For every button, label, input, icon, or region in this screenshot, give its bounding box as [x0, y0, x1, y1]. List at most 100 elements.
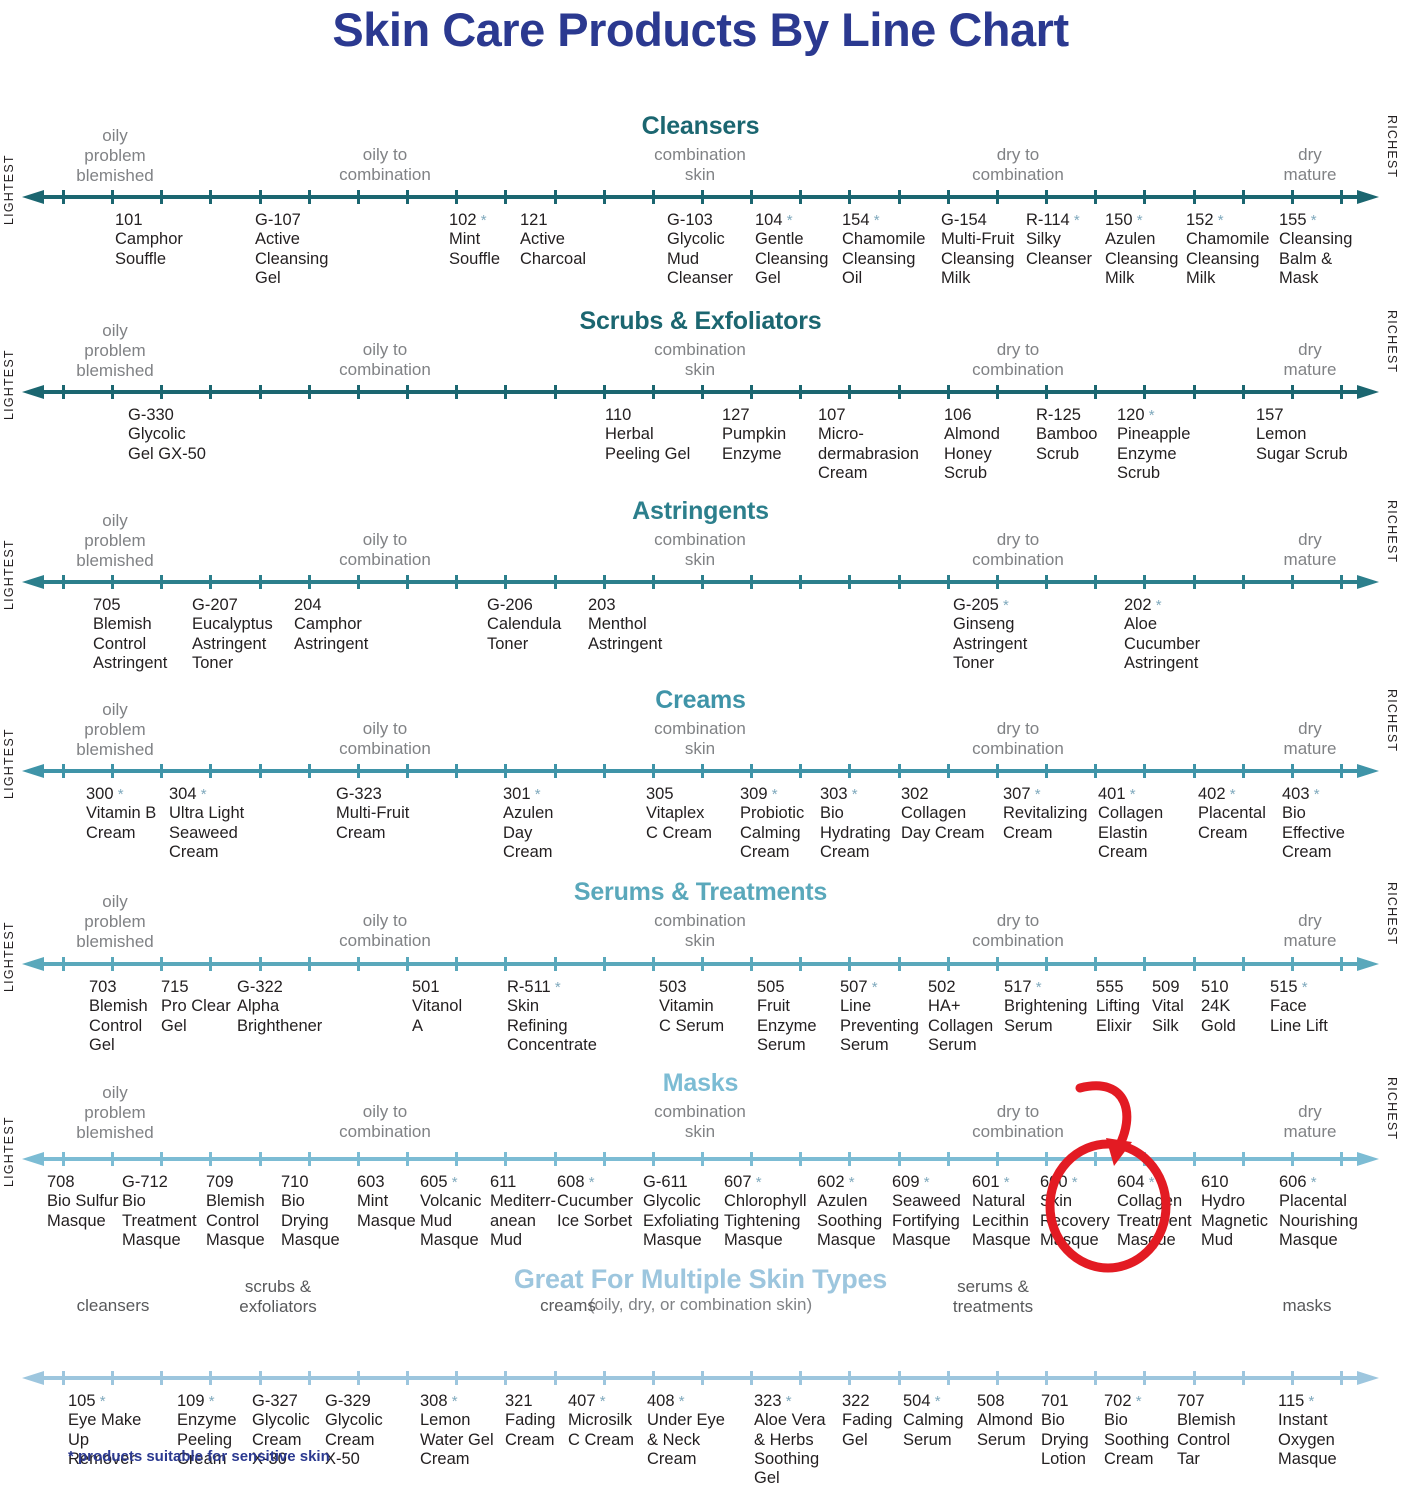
product-entry[interactable]: 106 Almond Honey Scrub: [944, 406, 1000, 483]
product-entry[interactable]: 204 Camphor Astringent: [294, 596, 368, 654]
product-entry[interactable]: 708 Bio Sulfur Masque: [47, 1173, 119, 1231]
axis-arrow-left: [22, 385, 44, 399]
product-entry[interactable]: 701 Bio Drying Lotion: [1041, 1392, 1089, 1469]
product-entry[interactable]: 555 Lifting Elixir: [1096, 978, 1140, 1036]
product-entry[interactable]: G-330 Glycolic Gel GX-50: [128, 406, 206, 464]
product-entry[interactable]: 104 * Gentle Cleansing Gel: [755, 211, 828, 288]
product-entry[interactable]: 157 Lemon Sugar Scrub: [1256, 406, 1348, 464]
product-entry[interactable]: 303 * Bio Hydrating Cream: [820, 785, 891, 862]
product-entry[interactable]: 304 * Ultra Light Seaweed Cream: [169, 785, 244, 862]
product-entry[interactable]: 322 Fading Gel: [842, 1392, 892, 1450]
product-entry[interactable]: 321 Fading Cream: [505, 1392, 555, 1450]
product-entry[interactable]: 607 * Chlorophyll Tightening Masque: [724, 1173, 807, 1250]
product-entry[interactable]: 155 * Cleansing Balm & Mask: [1279, 211, 1352, 288]
product-entry[interactable]: 705 Blemish Control Astringent: [93, 596, 167, 673]
product-entry[interactable]: 508 Almond Serum: [977, 1392, 1033, 1450]
product-entry[interactable]: R-511 * Skin Refining Concentrate: [507, 978, 597, 1055]
product-entry[interactable]: 401 * Collagen Elastin Cream: [1098, 785, 1163, 862]
product-entry[interactable]: 710 Bio Drying Masque: [281, 1173, 340, 1250]
product-code: 710: [281, 1173, 309, 1191]
product-entry[interactable]: 203 Menthol Astringent: [588, 596, 662, 654]
product-entry[interactable]: 150 * Azulen Cleansing Milk: [1105, 211, 1178, 288]
product-name-line: Vitamin: [659, 997, 714, 1016]
product-entry[interactable]: 323 * Aloe Vera & Herbs Soothing Gel: [754, 1392, 826, 1488]
product-entry[interactable]: 608 * Cucumber Ice Sorbet: [557, 1173, 633, 1231]
product-entry[interactable]: 609 * Seaweed Fortifying Masque: [892, 1173, 961, 1250]
product-entry[interactable]: 120 * Pineapple Enzyme Scrub: [1117, 406, 1190, 483]
product-entry[interactable]: 115 * Instant Oxygen Masque: [1278, 1392, 1337, 1469]
product-entry[interactable]: 610 Hydro Magnetic Mud: [1201, 1173, 1268, 1250]
product-entry[interactable]: 702 * Bio Soothing Cream: [1104, 1392, 1169, 1469]
product-entry[interactable]: 305 Vitaplex C Cream: [646, 785, 712, 843]
product-entry[interactable]: 504 * Calming Serum: [903, 1392, 964, 1450]
product-entry[interactable]: G-207 Eucalyptus Astringent Toner: [192, 596, 273, 673]
axis-tick: [799, 957, 803, 971]
product-entry[interactable]: G-327 Glycolic Cream X-30: [252, 1392, 310, 1469]
product-entry[interactable]: 510 24K Gold: [1201, 978, 1236, 1036]
product-entry[interactable]: 606 * Placental Nourishing Masque: [1279, 1173, 1358, 1250]
product-entry[interactable]: 611 Mediterr-anean Mud: [490, 1173, 556, 1250]
product-entry[interactable]: 603 Mint Masque: [357, 1173, 416, 1231]
product-name-line: Lemon: [420, 1411, 471, 1430]
product-entry[interactable]: 308 * Lemon Water Gel Cream: [420, 1392, 494, 1469]
product-entry[interactable]: G-103 Glycolic Mud Cleanser: [667, 211, 733, 288]
axis-tick: [1192, 957, 1196, 971]
product-name-line: Cleansing: [255, 249, 329, 268]
category-label-masks: masks: [1282, 1296, 1332, 1315]
product-entry[interactable]: G-107 Active Cleansing Gel: [255, 211, 328, 288]
product-entry[interactable]: 307 * Revitalizing Cream: [1003, 785, 1087, 843]
product-entry[interactable]: 121 Active Charcoal: [520, 211, 586, 269]
product-entry[interactable]: 600 * Skin Recovery Masque: [1040, 1173, 1110, 1250]
product-entry[interactable]: 402 * Placental Cream: [1198, 785, 1266, 843]
skin-type-label: combination skin: [654, 911, 746, 950]
product-entry[interactable]: 408 * Under Eye & Neck Cream: [647, 1392, 725, 1469]
product-entry[interactable]: 502 HA+ Collagen Serum: [928, 978, 993, 1055]
product-entry[interactable]: 301 * Azulen Day Cream: [503, 785, 553, 862]
product-entry[interactable]: G-154 Multi-Fruit Cleansing Milk: [941, 211, 1014, 288]
axis-tick: [995, 190, 999, 204]
product-entry[interactable]: 110 Herbal Peeling Gel: [605, 406, 690, 464]
product-entry[interactable]: R-114 * Silky Cleanser: [1026, 211, 1092, 269]
product-entry[interactable]: 202 * Aloe Cucumber Astringent: [1124, 596, 1200, 673]
product-entry[interactable]: 407 * Microsilk C Cream: [568, 1392, 634, 1450]
product-entry[interactable]: 515 * Face Line Lift: [1270, 978, 1328, 1036]
product-name-line: Camphor: [294, 615, 362, 634]
product-entry[interactable]: 302 Collagen Day Cream: [901, 785, 984, 843]
product-entry[interactable]: G-611 Glycolic Exfoliating Masque: [643, 1173, 719, 1250]
product-entry[interactable]: 709 Blemish Control Masque: [206, 1173, 265, 1250]
product-entry[interactable]: G-329 Glycolic Cream X-50: [325, 1392, 383, 1469]
product-code: 120 *: [1117, 406, 1155, 424]
product-entry[interactable]: 505 Fruit Enzyme Serum: [757, 978, 817, 1055]
axis-tick: [799, 1371, 803, 1385]
product-entry[interactable]: 309 * Probiotic Calming Cream: [740, 785, 804, 862]
product-name-line: Skin: [1040, 1192, 1073, 1211]
product-entry[interactable]: 707 Blemish Control Tar: [1177, 1392, 1236, 1469]
product-entry[interactable]: 507 * Line Preventing Serum: [840, 978, 919, 1055]
product-entry[interactable]: 501 Vitanol A: [412, 978, 462, 1036]
product-entry[interactable]: R-125 Bamboo Scrub: [1036, 406, 1097, 464]
product-entry[interactable]: 109 * Enzyme Peeling Cream: [177, 1392, 237, 1469]
product-entry[interactable]: 509 Vital Silk: [1152, 978, 1184, 1036]
product-entry[interactable]: G-323 Multi-Fruit Cream: [336, 785, 409, 843]
product-entry[interactable]: 605 * Volcanic Mud Masque: [420, 1173, 481, 1250]
product-entry[interactable]: 300 * Vitamin B Cream: [86, 785, 156, 843]
product-entry[interactable]: 101 Camphor Souffle: [115, 211, 183, 269]
product-entry[interactable]: 715 Pro Clear Gel: [161, 978, 231, 1036]
product-entry[interactable]: 102 * Mint Souffle: [449, 211, 500, 269]
product-entry[interactable]: 152 * Chamomile Cleansing Milk: [1186, 211, 1269, 288]
product-entry[interactable]: G-712 Bio Treatment Masque: [122, 1173, 197, 1250]
product-entry[interactable]: 503 Vitamin C Serum: [659, 978, 724, 1036]
product-entry[interactable]: 601 * Natural Lecithin Masque: [972, 1173, 1031, 1250]
product-entry[interactable]: 107 Micro-dermabrasion Cream: [818, 406, 919, 483]
product-entry[interactable]: G-205 * Ginseng Astringent Toner: [953, 596, 1027, 673]
product-entry[interactable]: 517 * Brightening Serum: [1004, 978, 1087, 1036]
product-entry[interactable]: 602 * Azulen Soothing Masque: [817, 1173, 882, 1250]
product-entry[interactable]: 127 Pumpkin Enzyme: [722, 406, 786, 464]
product-entry[interactable]: 604 * Collagen Treatment Masque: [1117, 1173, 1192, 1250]
product-entry[interactable]: 703 Blemish Control Gel: [89, 978, 148, 1055]
product-entry[interactable]: 105 * Eye Make Up Remover: [68, 1392, 141, 1469]
product-entry[interactable]: G-206 Calendula Toner: [487, 596, 561, 654]
product-entry[interactable]: 154 * Chamomile Cleansing Oil: [842, 211, 925, 288]
product-entry[interactable]: 403 * Bio Effective Cream: [1282, 785, 1345, 862]
product-entry[interactable]: G-322 Alpha Brighthener: [237, 978, 322, 1036]
